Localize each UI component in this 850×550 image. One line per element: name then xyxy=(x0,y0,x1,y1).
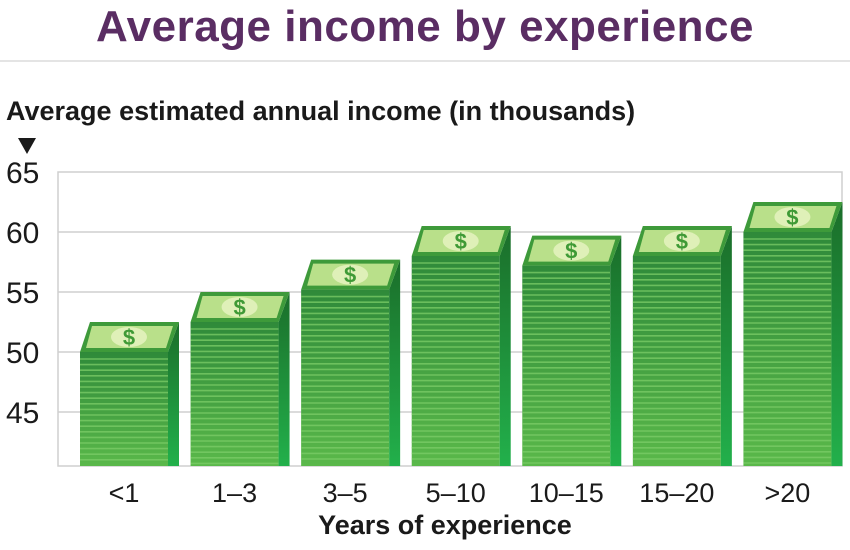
y-tick-label: 60 xyxy=(6,217,39,250)
dollar-sign-icon: $ xyxy=(123,325,135,350)
x-tick-label: <1 xyxy=(109,478,140,508)
bar-front xyxy=(632,256,721,466)
x-tick-label: 5–10 xyxy=(426,478,486,508)
bar-side xyxy=(389,259,401,466)
bar-side xyxy=(720,226,732,466)
y-tick-label: 55 xyxy=(6,277,39,310)
bill-oval xyxy=(111,327,147,347)
dollar-sign-icon: $ xyxy=(233,295,245,320)
title-divider xyxy=(0,60,850,62)
bill-oval xyxy=(553,240,590,261)
bill-oval xyxy=(332,264,369,285)
bill-oval xyxy=(663,231,700,251)
bar-front xyxy=(411,256,500,466)
bill-oval xyxy=(221,297,258,317)
dollar-sign-icon: $ xyxy=(676,229,688,254)
bar-front xyxy=(522,265,611,466)
bill-oval xyxy=(774,207,811,227)
bar-front xyxy=(301,289,390,466)
bar: $ xyxy=(80,322,179,466)
y-tick-label: 65 xyxy=(6,157,39,190)
bar-front xyxy=(743,232,832,466)
x-tick-label: 1–3 xyxy=(212,478,257,508)
bar: $ xyxy=(411,226,511,466)
dollar-sign-icon: $ xyxy=(455,229,467,254)
bar: $ xyxy=(743,202,843,466)
y-tick-label: 45 xyxy=(6,397,39,430)
bill-oval xyxy=(442,231,479,251)
bar: $ xyxy=(632,226,732,466)
bar-side xyxy=(831,202,843,466)
bar: $ xyxy=(190,292,290,466)
x-tick-label: 10–15 xyxy=(529,478,604,508)
x-tick-label: 15–20 xyxy=(639,478,714,508)
chart-title: Average income by experience xyxy=(95,2,754,51)
x-axis-label: Years of experience xyxy=(318,510,572,540)
bar-side xyxy=(610,235,622,466)
down-arrow-icon xyxy=(18,138,36,154)
bar-side xyxy=(499,226,511,466)
dollar-sign-icon: $ xyxy=(565,239,577,264)
bar-side xyxy=(168,322,179,466)
dollar-sign-icon: $ xyxy=(344,263,356,288)
x-tick-label: 3–5 xyxy=(323,478,368,508)
y-axis-label: Average estimated annual income (in thou… xyxy=(6,96,636,126)
bar-side xyxy=(278,292,290,466)
bar: $ xyxy=(301,259,401,466)
bar-front xyxy=(190,322,279,466)
dollar-sign-icon: $ xyxy=(786,205,798,230)
y-tick-label: 50 xyxy=(6,337,39,370)
bar: $ xyxy=(522,235,622,466)
x-tick-label: >20 xyxy=(765,478,811,508)
